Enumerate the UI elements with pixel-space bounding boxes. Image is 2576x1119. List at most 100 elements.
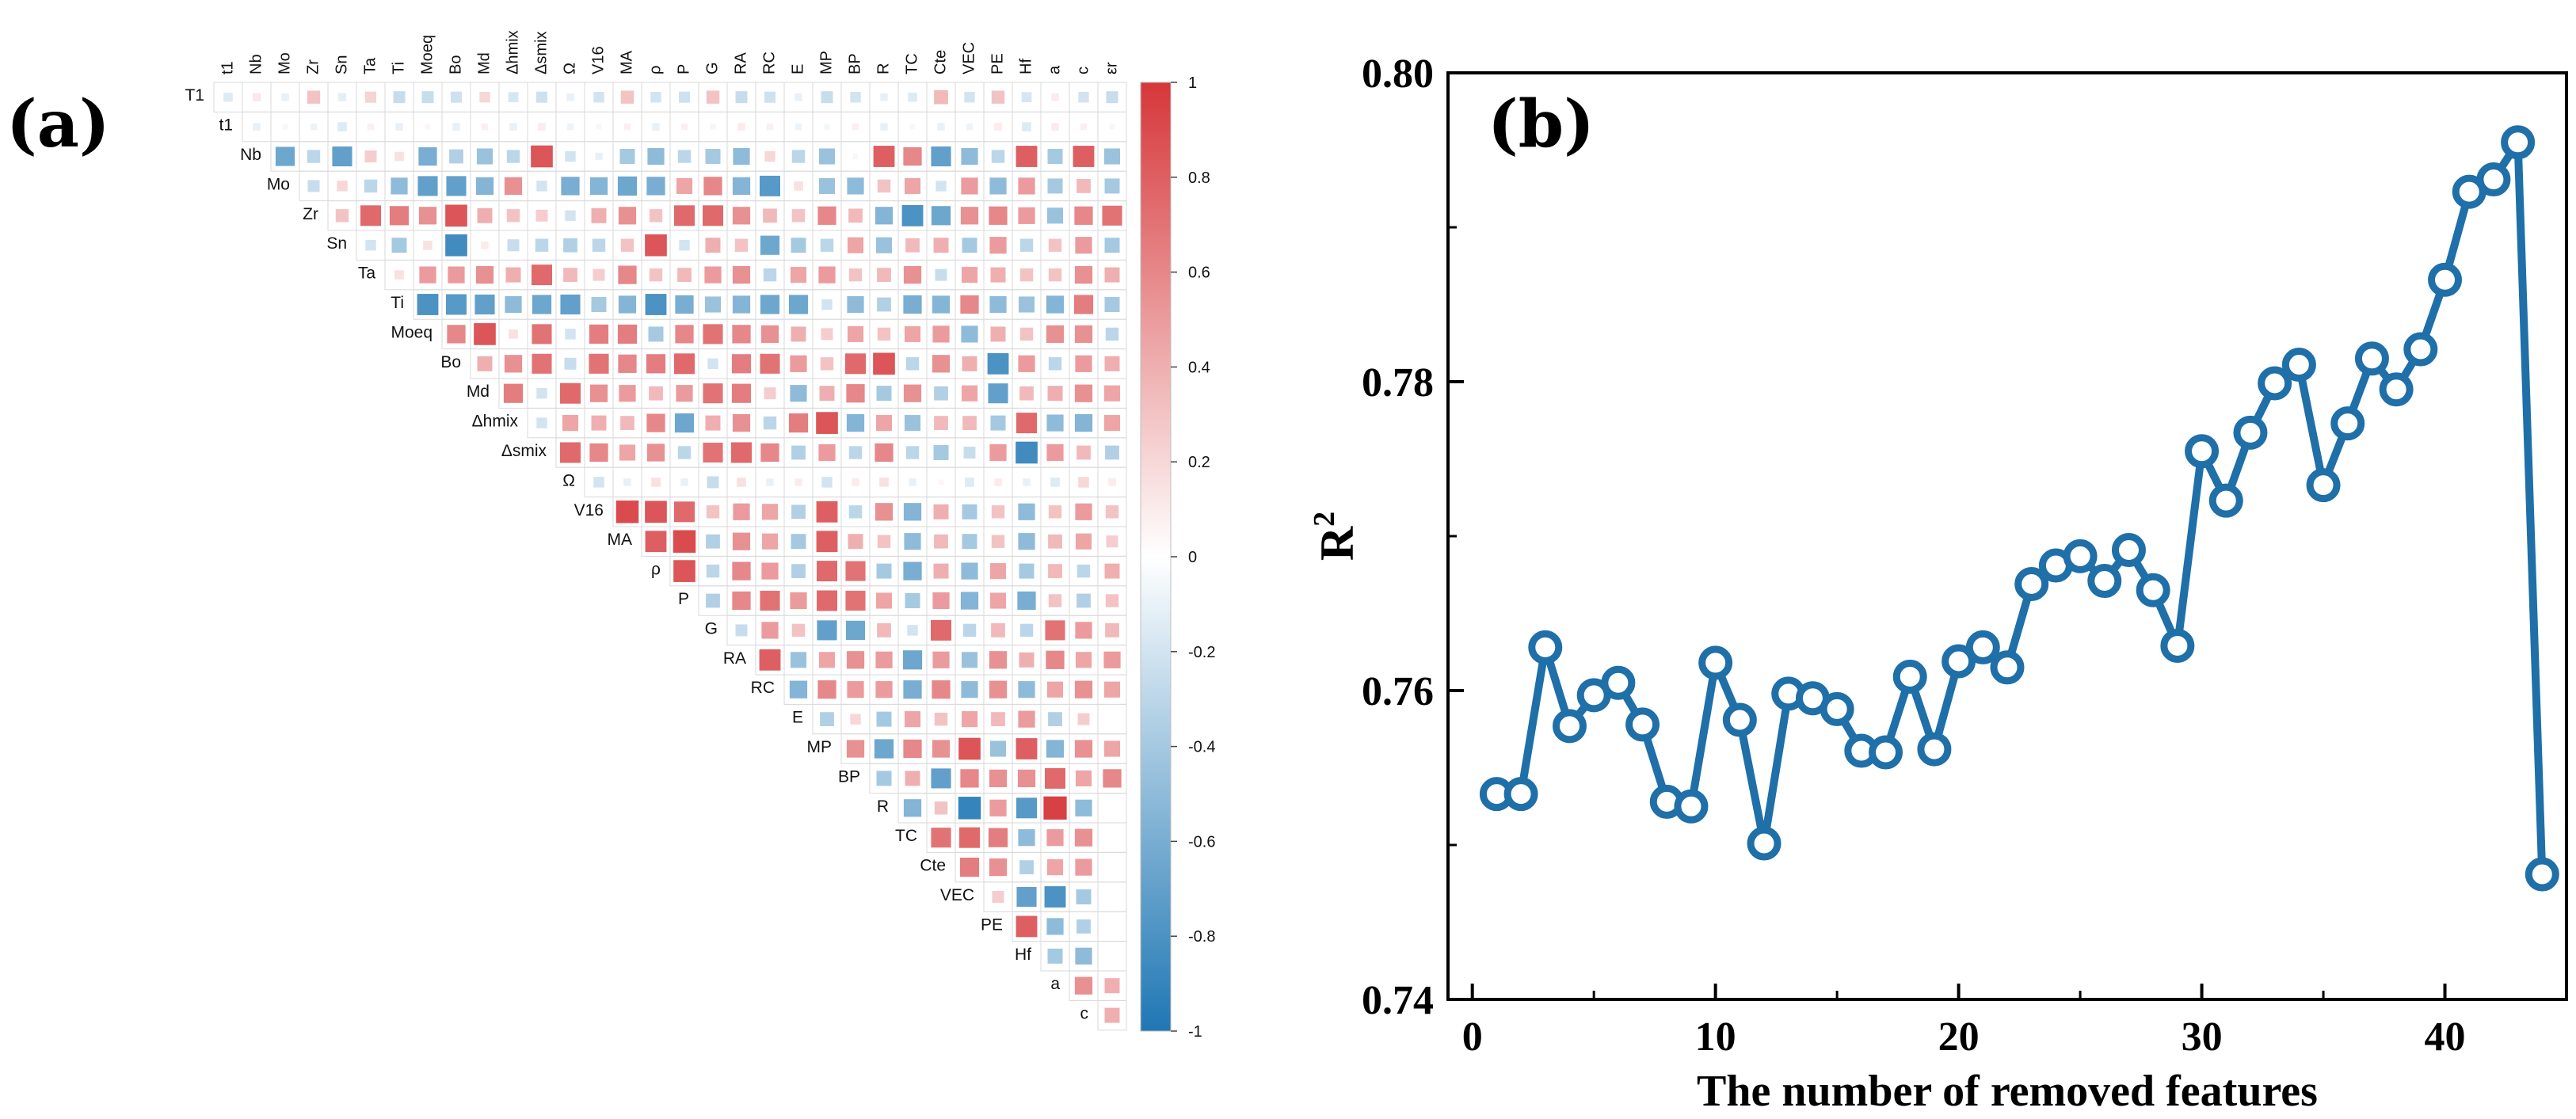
heatmap-cell (1021, 92, 1032, 103)
heatmap-cell (1104, 178, 1120, 194)
heatmap-cell (1075, 503, 1092, 520)
heatmap-cell (989, 237, 1007, 254)
heatmap-cell (790, 592, 807, 610)
heatmap-cell (253, 123, 261, 131)
heatmap-cell (932, 325, 950, 343)
heatmap-cell (1044, 886, 1066, 908)
heatmap-row-label: BP (838, 767, 860, 786)
heatmap-cell (989, 206, 1008, 225)
heatmap-cell (1104, 978, 1120, 994)
heatmap-cell (902, 650, 923, 670)
heatmap-cell (791, 534, 806, 550)
heatmap-cell (846, 740, 865, 758)
heatmap-cell (731, 354, 752, 374)
heatmap-cell (506, 209, 520, 223)
x-tick-label: 30 (2182, 1014, 2223, 1060)
heatmap-cell (760, 325, 779, 344)
heatmap-cell (817, 206, 836, 225)
data-point (2185, 434, 2220, 469)
heatmap-cell (1077, 919, 1091, 934)
heatmap-cell (1045, 767, 1065, 789)
heatmap-cell (931, 828, 951, 848)
heatmap-col-label: Moeq (418, 35, 436, 74)
heatmap-cell (703, 383, 723, 404)
heatmap-cell (337, 93, 347, 101)
heatmap-cell (732, 561, 751, 580)
heatmap-cell (703, 177, 722, 196)
heatmap-cell (503, 383, 524, 403)
heatmap-cell (764, 91, 776, 103)
heatmap-cell (733, 503, 750, 520)
heatmap-cell (1104, 356, 1120, 371)
heatmap-cell (961, 177, 978, 195)
heatmap-cell (532, 265, 552, 286)
heatmap-cell (677, 150, 692, 163)
heatmap-cell (364, 179, 378, 193)
heatmap-cell (1074, 976, 1093, 995)
heatmap-cell (873, 146, 895, 167)
heatmap-cell (1075, 947, 1092, 965)
heatmap-cell (877, 268, 891, 282)
colorbar-tick-label: 0.8 (1188, 169, 1210, 187)
heatmap-cell (619, 444, 636, 461)
heatmap-cell (475, 265, 494, 284)
heatmap-cell (847, 237, 864, 253)
heatmap-cell (394, 270, 404, 280)
heatmap-cell (507, 239, 520, 252)
heatmap-cell (934, 801, 948, 815)
heatmap-cell (791, 326, 806, 342)
x-tick-label: 40 (2425, 1014, 2466, 1060)
heatmap-cell (845, 353, 866, 375)
heatmap-row-label: Δsmix (501, 442, 547, 460)
heatmap-cell (1018, 177, 1035, 195)
heatmap-cell (732, 413, 751, 432)
heatmap-cell (732, 265, 751, 284)
heatmap-cell (988, 828, 1008, 847)
heatmap-cell (905, 357, 920, 371)
heatmap-cell (958, 737, 981, 760)
heatmap-cell (991, 150, 1005, 163)
heatmap-cell (994, 478, 1002, 486)
y-tick-label: 0.76 (1362, 669, 1434, 714)
heatmap-cell (1018, 355, 1035, 372)
heatmap-cell (1074, 740, 1093, 758)
heatmap-cell (707, 476, 719, 489)
heatmap-cell (1022, 122, 1031, 131)
heatmap-cell (1046, 918, 1064, 935)
heatmap-cell (561, 177, 580, 196)
heatmap-cell (538, 123, 546, 131)
heatmap-cell (992, 891, 1004, 903)
colorbar-tick-label: -0.2 (1188, 644, 1215, 661)
heatmap-cell (905, 446, 920, 459)
heatmap-cell (452, 123, 460, 131)
heatmap-cell (475, 177, 494, 196)
heatmap-cell (448, 266, 465, 284)
heatmap-cell (848, 534, 863, 550)
heatmap-cell (820, 238, 834, 252)
heatmap-cell (1048, 534, 1062, 549)
heatmap-cell (1077, 713, 1090, 725)
heatmap-cell (989, 680, 1008, 698)
heatmap-row-label: Cte (920, 857, 946, 875)
heatmap-cell (710, 124, 716, 130)
heatmap-cell (677, 268, 692, 282)
heatmap-cell (508, 92, 519, 103)
heatmap-cell (1105, 445, 1119, 460)
heatmap-cell (446, 294, 467, 315)
heatmap-cell (961, 147, 978, 166)
heatmap-cell (418, 207, 437, 225)
heatmap-cell (876, 386, 892, 402)
heatmap-cell (821, 477, 833, 488)
heatmap-cell (417, 176, 438, 196)
heatmap-cell (1074, 325, 1093, 344)
heatmap-cell (505, 295, 522, 314)
heatmap-cell (905, 238, 920, 253)
heatmap-cell (307, 150, 321, 163)
heatmap-cell (1019, 238, 1034, 252)
heatmap-cell (732, 591, 751, 611)
heatmap-row-label: RC (751, 679, 775, 697)
heatmap-row-label: VEC (940, 886, 974, 904)
heatmap-row-label: MP (807, 738, 833, 756)
heatmap-cell (791, 445, 806, 460)
heatmap-cell (394, 151, 404, 162)
